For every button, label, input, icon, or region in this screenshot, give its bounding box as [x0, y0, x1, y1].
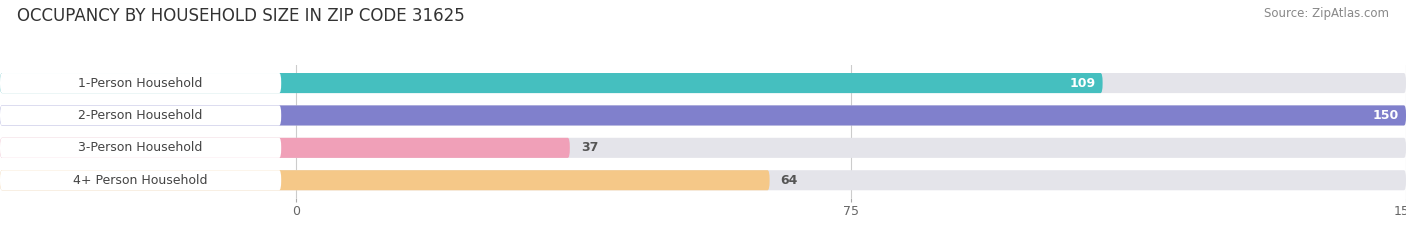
FancyBboxPatch shape — [0, 138, 1406, 158]
Text: 37: 37 — [581, 141, 599, 154]
FancyBboxPatch shape — [0, 170, 769, 190]
FancyBboxPatch shape — [0, 73, 1406, 93]
FancyBboxPatch shape — [0, 73, 1102, 93]
FancyBboxPatch shape — [0, 105, 1406, 126]
Text: 1-Person Household: 1-Person Household — [79, 77, 202, 89]
Text: 109: 109 — [1069, 77, 1095, 89]
Text: 150: 150 — [1372, 109, 1399, 122]
FancyBboxPatch shape — [0, 138, 569, 158]
FancyBboxPatch shape — [0, 170, 281, 190]
Text: OCCUPANCY BY HOUSEHOLD SIZE IN ZIP CODE 31625: OCCUPANCY BY HOUSEHOLD SIZE IN ZIP CODE … — [17, 7, 464, 25]
FancyBboxPatch shape — [0, 105, 1406, 126]
FancyBboxPatch shape — [0, 170, 1406, 190]
FancyBboxPatch shape — [0, 73, 281, 93]
Text: Source: ZipAtlas.com: Source: ZipAtlas.com — [1264, 7, 1389, 20]
FancyBboxPatch shape — [0, 138, 281, 158]
Text: 3-Person Household: 3-Person Household — [79, 141, 202, 154]
Text: 4+ Person Household: 4+ Person Household — [73, 174, 208, 187]
Text: 2-Person Household: 2-Person Household — [79, 109, 202, 122]
FancyBboxPatch shape — [0, 105, 281, 126]
Text: 64: 64 — [780, 174, 799, 187]
